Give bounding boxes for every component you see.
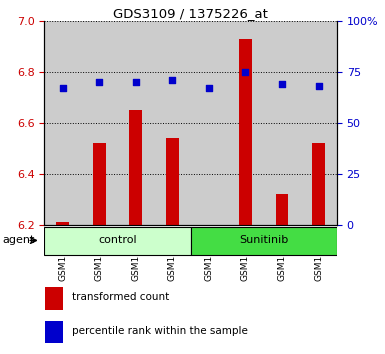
Text: agent: agent bbox=[2, 235, 35, 245]
Bar bbox=[239, 39, 252, 225]
Bar bbox=[264, 21, 300, 225]
Point bbox=[59, 86, 65, 91]
Point bbox=[243, 69, 249, 75]
Bar bbox=[191, 227, 337, 255]
Bar bbox=[45, 321, 64, 343]
Text: transformed count: transformed count bbox=[72, 292, 169, 302]
Bar bbox=[312, 143, 325, 225]
Bar bbox=[117, 21, 154, 225]
Bar bbox=[44, 227, 191, 255]
Point bbox=[169, 78, 176, 83]
Bar bbox=[45, 287, 64, 310]
Bar bbox=[93, 143, 105, 225]
Bar bbox=[81, 21, 117, 225]
Text: control: control bbox=[98, 235, 137, 245]
Bar bbox=[56, 222, 69, 225]
Bar bbox=[276, 194, 288, 225]
Bar bbox=[129, 110, 142, 225]
Point bbox=[96, 80, 102, 85]
Text: percentile rank within the sample: percentile rank within the sample bbox=[72, 326, 248, 336]
Point bbox=[206, 86, 212, 91]
Bar bbox=[166, 138, 179, 225]
Bar bbox=[227, 21, 264, 225]
Bar bbox=[300, 21, 337, 225]
Bar bbox=[191, 21, 227, 225]
Point bbox=[316, 84, 322, 89]
Title: GDS3109 / 1375226_at: GDS3109 / 1375226_at bbox=[113, 7, 268, 20]
Text: Sunitinib: Sunitinib bbox=[239, 235, 288, 245]
Point bbox=[279, 81, 285, 87]
Bar bbox=[154, 21, 191, 225]
Bar bbox=[44, 21, 81, 225]
Point bbox=[132, 80, 139, 85]
